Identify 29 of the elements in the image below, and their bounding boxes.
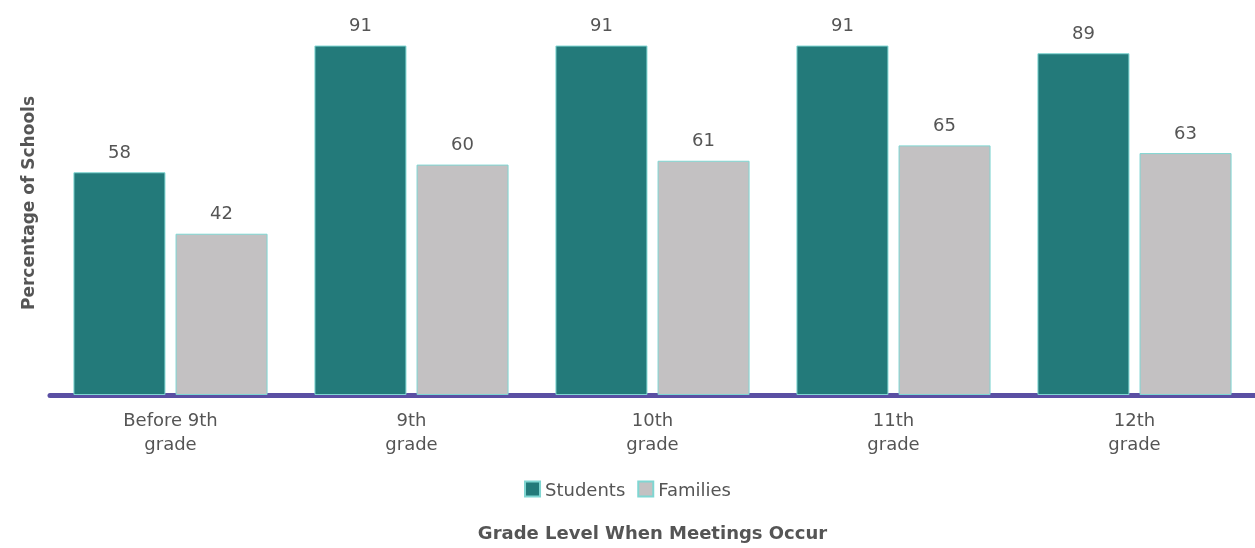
- x-tick-label: 12th grade: [1108, 408, 1161, 454]
- data-label: 91: [589, 14, 613, 36]
- bar: [657, 160, 750, 395]
- data-label: 89: [1071, 21, 1095, 43]
- data-label: 91: [830, 14, 854, 36]
- data-label: 91: [348, 14, 372, 36]
- data-label: 58: [107, 140, 131, 162]
- x-axis-title: Grade Level When Meetings Occur: [477, 521, 828, 543]
- data-label: 61: [692, 129, 716, 151]
- x-tick-label: 9th grade: [385, 408, 438, 454]
- bar: [314, 45, 407, 395]
- y-axis-title: Percentage of Schools: [17, 95, 38, 311]
- data-label: 60: [451, 133, 475, 155]
- bar: [555, 45, 648, 395]
- bar: [796, 45, 889, 395]
- bar: [1037, 53, 1130, 395]
- data-label: 65: [933, 113, 957, 135]
- bar: [416, 164, 509, 395]
- bar: [1139, 153, 1232, 395]
- bar: [73, 172, 166, 395]
- legend-label: Families: [658, 478, 731, 500]
- x-tick-label: 10th grade: [626, 408, 679, 454]
- x-tick-label: Before 9th grade: [123, 408, 218, 454]
- bar: [898, 145, 991, 395]
- x-tick-label: 11th grade: [867, 408, 920, 454]
- data-label: 42: [210, 202, 234, 224]
- data-label: 63: [1174, 121, 1198, 143]
- bar: [175, 233, 268, 395]
- legend-label: Students: [545, 478, 626, 500]
